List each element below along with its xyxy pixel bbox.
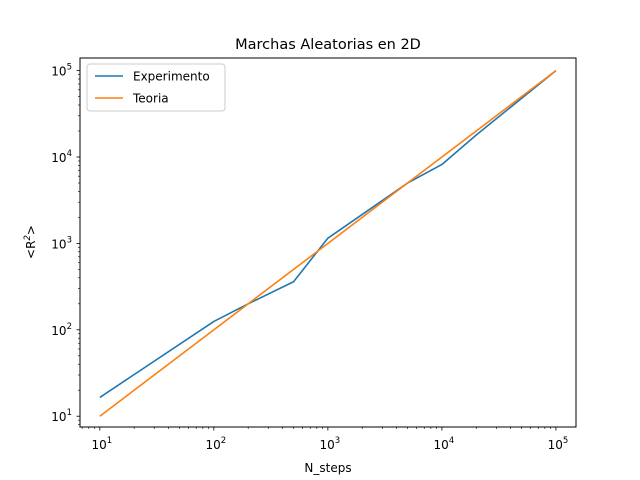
y-tick-label-1: 102	[51, 322, 72, 338]
x-tick-label-0-base: 10	[91, 438, 106, 452]
legend-label-teoria: Teoria	[132, 92, 169, 106]
y-tick-label-0-base: 10	[51, 410, 66, 424]
x-tick-label-4: 105	[548, 436, 569, 452]
x-tick-label-2: 103	[320, 436, 341, 452]
y-tick-label-3: 104	[51, 149, 72, 165]
y-axis-label-base: <R	[24, 241, 38, 259]
y-tick-label-3-base: 10	[51, 151, 66, 165]
series-line-experimento	[99, 69, 557, 399]
y-axis-label-exponent: 2	[23, 235, 33, 240]
x-tick-label-3: 104	[434, 436, 455, 452]
x-tick-label-1-base: 10	[206, 438, 221, 452]
x-tick-label-3-base: 10	[434, 438, 449, 452]
y-axis-label-tail: >	[24, 225, 38, 235]
y-tick-label-3-exponent: 4	[67, 149, 72, 159]
series-layer	[99, 69, 557, 417]
x-axis-label: N_steps	[304, 461, 351, 475]
legend-label-experimento: Experimento	[133, 70, 210, 84]
x-tick-label-3-exponent: 4	[449, 436, 454, 446]
x-tick-label-4-exponent: 5	[563, 436, 568, 446]
x-tick-label-4-base: 10	[548, 438, 563, 452]
legend: Experimento Teoria	[86, 63, 226, 112]
y-tick-label-0-exponent: 1	[67, 408, 72, 418]
y-tick-label-4: 105	[51, 63, 72, 79]
x-tick-label-0-exponent: 1	[107, 436, 112, 446]
x-tick-label-0: 101	[91, 436, 112, 452]
y-tick-label-4-base: 10	[51, 65, 66, 79]
y-tick-label-2-base: 10	[51, 237, 66, 251]
x-tick-label-2-exponent: 3	[335, 436, 340, 446]
y-tick-label-2: 103	[51, 235, 72, 251]
x-axis: 101 102 103 104 105	[81, 427, 569, 452]
chart-title: Marchas Aleatorias en 2D	[235, 37, 421, 53]
x-tick-label-2-base: 10	[320, 438, 335, 452]
y-tick-label-2-exponent: 3	[67, 235, 72, 245]
y-tick-label-4-exponent: 5	[67, 63, 72, 73]
legend-entries: Experimento Teoria	[95, 70, 210, 106]
x-tick-label-1-exponent: 2	[221, 436, 226, 446]
series-line-teoria	[99, 69, 557, 417]
y-axis-label: <R2>	[23, 225, 38, 259]
y-tick-label-1-base: 10	[51, 324, 66, 338]
y-tick-label-0: 101	[51, 408, 72, 424]
y-tick-label-1-exponent: 2	[67, 322, 72, 332]
x-tick-label-1: 102	[206, 436, 227, 452]
